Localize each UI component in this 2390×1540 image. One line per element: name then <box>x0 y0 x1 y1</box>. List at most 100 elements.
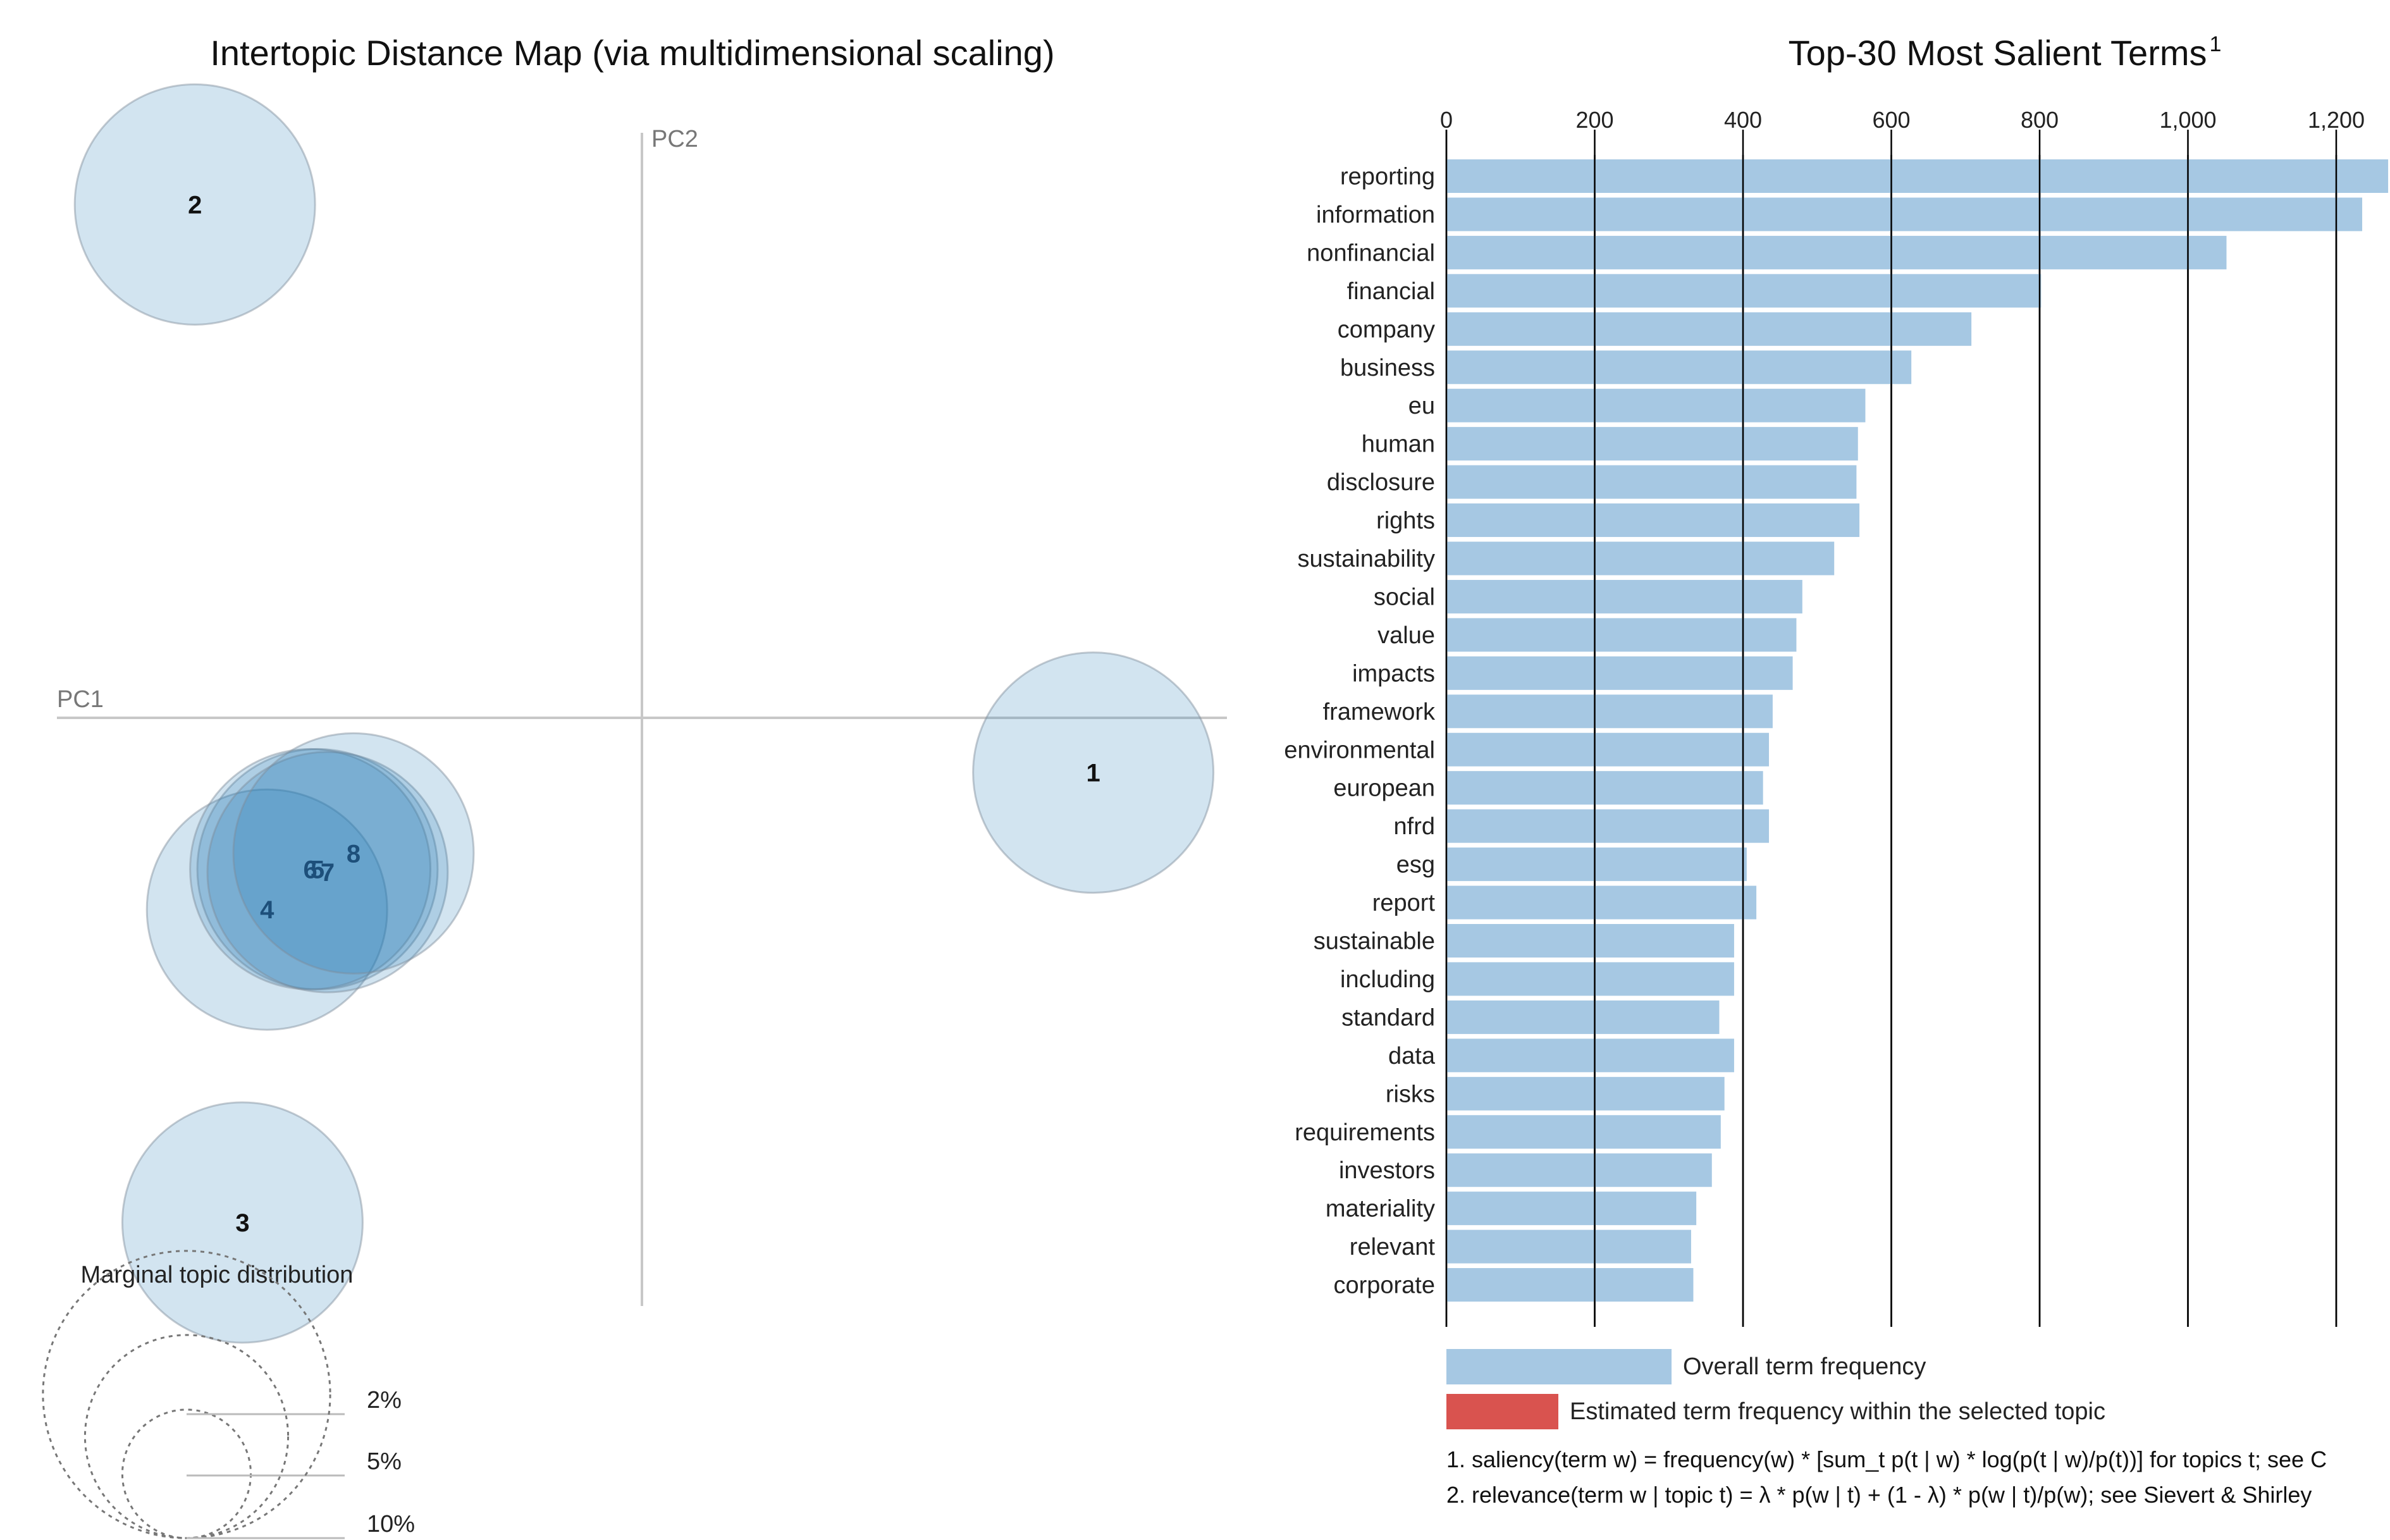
bar-sustainable[interactable] <box>1446 924 1734 958</box>
size-legend-label-2: 2% <box>367 1387 402 1414</box>
salient-terms-title-superscript: 1 <box>2210 32 2222 56</box>
tick-label-800: 800 <box>2021 107 2059 133</box>
bar-risks[interactable] <box>1446 1076 1725 1111</box>
salient-terms-title: Top-30 Most Salient Terms 1 <box>1789 32 2222 73</box>
term-label-eu[interactable]: eu <box>1408 393 1435 419</box>
bar-requirements[interactable] <box>1446 1115 1721 1149</box>
bar-social[interactable] <box>1446 579 1802 613</box>
pc1-axis-label: PC1 <box>57 686 104 713</box>
topic-circle-1[interactable] <box>972 651 1215 894</box>
topic-label-8[interactable]: 8 <box>347 840 360 868</box>
term-label-disclosure[interactable]: disclosure <box>1327 469 1435 496</box>
topic-label-6[interactable]: 6 <box>303 856 317 884</box>
tick-label-1000: 1,000 <box>2159 107 2216 133</box>
term-label-risks[interactable]: risks <box>1386 1081 1435 1107</box>
topic-label-5[interactable]: 5 <box>311 856 324 884</box>
bar-materiality[interactable] <box>1446 1192 1697 1226</box>
bar-disclosure[interactable] <box>1446 465 1857 499</box>
tick-label-400: 400 <box>1724 107 1762 133</box>
bar-nfrd[interactable] <box>1446 809 1770 843</box>
term-label-social[interactable]: social <box>1374 584 1435 610</box>
bar-nonfinancial[interactable] <box>1446 235 2227 269</box>
bar-investors[interactable] <box>1446 1153 1712 1187</box>
topic-circle-6[interactable] <box>189 748 432 990</box>
intertopic-map-title: Intertopic Distance Map (via multidimens… <box>210 33 1054 73</box>
term-label-framework[interactable]: framework <box>1323 699 1436 725</box>
bar-standard[interactable] <box>1446 1000 1720 1034</box>
bar-sustainability[interactable] <box>1446 541 1835 576</box>
term-label-requirements[interactable]: requirements <box>1295 1119 1435 1146</box>
legend-swatch-overall <box>1446 1349 1672 1384</box>
term-label-corporate[interactable]: corporate <box>1333 1272 1435 1299</box>
term-label-european[interactable]: european <box>1333 775 1435 802</box>
term-label-esg[interactable]: esg <box>1396 852 1435 878</box>
term-bars[interactable]: reporting information nonfinancial financia… <box>1284 130 2389 1327</box>
bar-reporting[interactable] <box>1446 159 2389 193</box>
term-label-standard[interactable]: standard <box>1341 1004 1435 1031</box>
footnotes: 1. saliency(term w) = frequency(w) * [su… <box>1446 1446 2327 1508</box>
term-label-relevant[interactable]: relevant <box>1350 1234 1436 1260</box>
bar-business[interactable] <box>1446 350 1912 385</box>
topic-label-7[interactable]: 7 <box>321 859 335 887</box>
term-label-business[interactable]: business <box>1340 355 1435 381</box>
topic-circle-3[interactable] <box>121 1101 364 1344</box>
size-legend-label-10: 10% <box>367 1511 415 1537</box>
term-label-nfrd[interactable]: nfrd <box>1394 813 1435 840</box>
bar-environmental[interactable] <box>1446 732 1770 767</box>
term-label-rights[interactable]: rights <box>1376 508 1435 534</box>
tick-label-0: 0 <box>1440 107 1453 133</box>
tick-label-1200: 1,200 <box>2308 107 2365 133</box>
salient-terms-chart: Top-30 Most Salient Terms 1 0 200 400 600 800… <box>1284 32 2389 1508</box>
topic-circle-5[interactable] <box>196 748 439 990</box>
bar-corporate[interactable] <box>1446 1268 1694 1302</box>
bar-company[interactable] <box>1446 312 1972 346</box>
topic-circles[interactable]: 1 2 3 4 56 78 <box>73 83 1215 1344</box>
footnote-1: 1. saliency(term w) = frequency(w) * [su… <box>1446 1446 2327 1472</box>
bar-eu[interactable] <box>1446 388 1866 422</box>
bar-including[interactable] <box>1446 962 1734 996</box>
term-label-financial[interactable]: financial <box>1347 278 1435 305</box>
term-label-human[interactable]: human <box>1362 431 1435 458</box>
term-label-company[interactable]: company <box>1338 316 1435 343</box>
footnote-2: 2. relevance(term w | topic t) = λ * p(w… <box>1446 1482 2312 1508</box>
topic-circle-2[interactable] <box>73 83 316 326</box>
size-legend-label-5: 5% <box>367 1448 402 1475</box>
term-label-sustainability[interactable]: sustainability <box>1297 546 1435 572</box>
term-label-impacts[interactable]: impacts <box>1352 660 1435 687</box>
topic-label-2[interactable]: 2 <box>188 191 202 219</box>
term-label-sustainable[interactable]: sustainable <box>1314 928 1435 955</box>
bar-data[interactable] <box>1446 1038 1734 1073</box>
bar-report[interactable] <box>1446 885 1757 920</box>
topic-label-3[interactable]: 3 <box>235 1209 249 1237</box>
tick-label-600: 600 <box>1872 107 1910 133</box>
bar-esg[interactable] <box>1446 847 1747 882</box>
bar-relevant[interactable] <box>1446 1229 1691 1264</box>
bar-framework[interactable] <box>1446 694 1773 729</box>
bar-european[interactable] <box>1446 771 1763 805</box>
bar-value[interactable] <box>1446 618 1797 652</box>
term-label-data[interactable]: data <box>1388 1043 1436 1069</box>
topic-label-4[interactable]: 4 <box>260 896 274 924</box>
tick-label-200: 200 <box>1575 107 1613 133</box>
topic-circle-8[interactable] <box>232 732 475 975</box>
bar-information[interactable] <box>1446 197 2363 231</box>
term-label-environmental[interactable]: environmental <box>1284 737 1435 763</box>
term-label-report[interactable]: report <box>1372 890 1436 916</box>
topic-label-1[interactable]: 1 <box>1087 760 1100 787</box>
term-label-information[interactable]: information <box>1316 202 1435 228</box>
topic-circle-4[interactable] <box>145 788 388 1031</box>
bar-human[interactable] <box>1446 427 1858 461</box>
term-label-reporting[interactable]: reporting <box>1340 164 1435 190</box>
legend-label-overall: Overall term frequency <box>1683 1353 1926 1380</box>
term-label-including[interactable]: including <box>1340 966 1435 993</box>
bar-rights[interactable] <box>1446 503 1860 538</box>
term-label-value[interactable]: value <box>1377 622 1435 649</box>
marginal-topic-distribution-legend: Marginal topic distribution 2% 5% 10% <box>42 1250 415 1539</box>
bar-impacts[interactable] <box>1446 656 1793 690</box>
topic-circle-7[interactable] <box>206 751 449 994</box>
term-label-investors[interactable]: investors <box>1339 1157 1435 1184</box>
term-label-materiality[interactable]: materiality <box>1326 1196 1435 1223</box>
legend-swatch-topic <box>1446 1394 1558 1429</box>
term-label-nonfinancial[interactable]: nonfinancial <box>1307 240 1435 266</box>
legend-label-topic: Estimated term frequency within the sele… <box>1570 1398 2105 1425</box>
